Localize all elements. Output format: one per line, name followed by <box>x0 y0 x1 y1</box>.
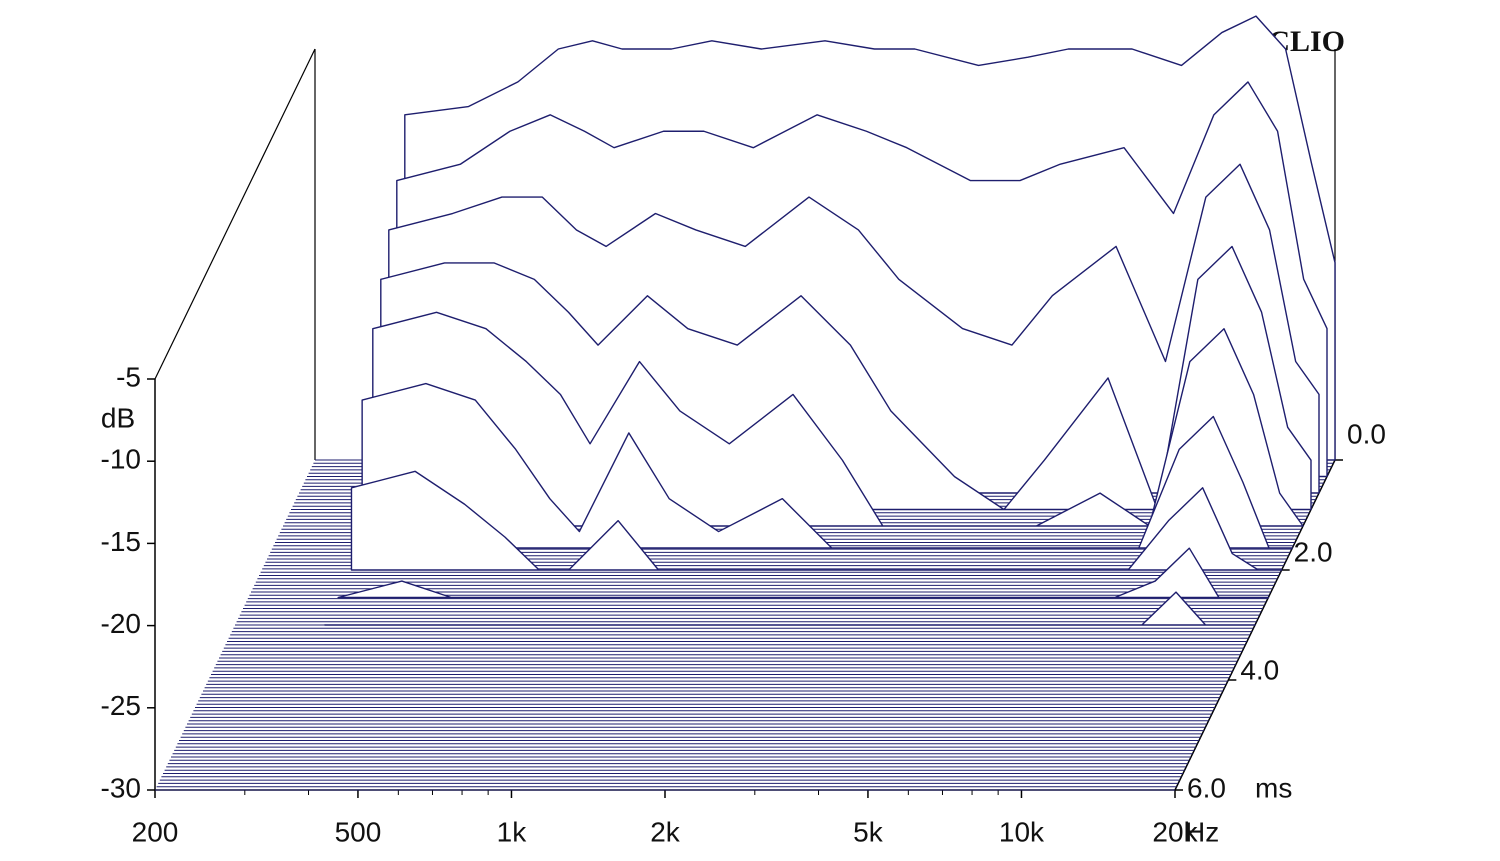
y-tick-label: -25 <box>101 690 141 721</box>
decay-slice <box>372 311 1304 527</box>
decay-slice <box>324 591 1256 626</box>
x-tick-label: 10k <box>999 816 1045 847</box>
z-unit: ms <box>1255 772 1292 803</box>
z-tick-label: 0.0 <box>1347 418 1386 449</box>
y-tick-label: -5 <box>116 361 141 392</box>
x-tick-label: 500 <box>335 816 382 847</box>
y-tick-label: -15 <box>101 526 141 557</box>
x-tick-label: 1k <box>497 816 528 847</box>
z-tick-label: 2.0 <box>1294 536 1333 567</box>
x-tick-label: 20k <box>1152 816 1198 847</box>
z-tick-label: 4.0 <box>1240 654 1279 685</box>
x-tick-label: 5k <box>853 816 884 847</box>
y-tick-label: -30 <box>101 772 141 803</box>
decay-slice <box>361 382 1294 549</box>
frame-edge <box>154 48 316 380</box>
x-tick-label: 200 <box>132 816 179 847</box>
x-tick-label: 2k <box>650 816 681 847</box>
y-tick-label: -10 <box>101 444 141 475</box>
y-tick-label: -20 <box>101 608 141 639</box>
y-unit: dB <box>101 402 135 433</box>
x-unit: Hz <box>1185 816 1219 847</box>
z-tick-label: 6.0 <box>1187 772 1226 803</box>
